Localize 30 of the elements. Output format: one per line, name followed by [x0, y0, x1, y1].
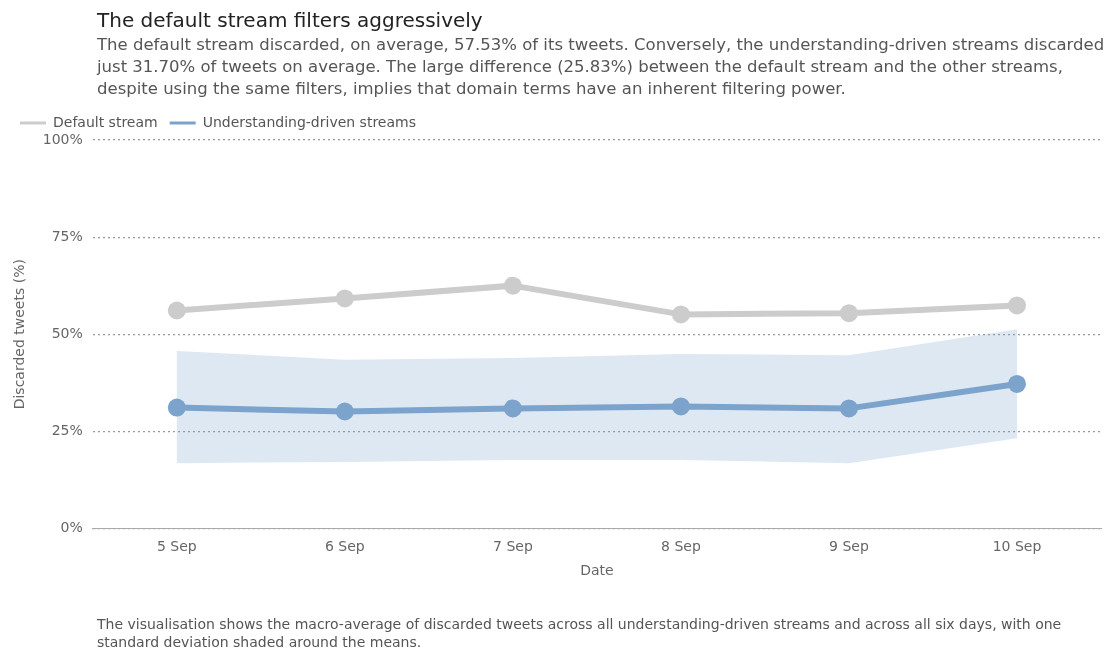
chart-title: The default stream filters aggressively: [97, 8, 483, 32]
legend-label: Understanding-driven streams: [202, 113, 416, 130]
x-tick-label: 9 Sep: [829, 538, 869, 555]
x-tick-label: 8 Sep: [661, 538, 701, 555]
point: [839, 399, 858, 418]
x-tick-label: 7 Sep: [493, 538, 533, 555]
x-tick-label: 10 Sep: [992, 538, 1042, 555]
y-axis-title: Discarded tweets (%): [11, 259, 28, 410]
point: [503, 276, 522, 295]
point: [503, 399, 522, 418]
point: [335, 402, 354, 421]
x-axis-title: Date: [580, 562, 614, 579]
chart-subtitle: The default stream discarded, on average, 57.53% of its tweets. Conversely, the understanding-driven streams discarded just 31.70% of tweets on average. The large difference (25.83%) between the default stream and the other streams, despite using the same filters, implies that domain terms have an inherent filtering power.: [97, 34, 1106, 100]
y-tick-label: 75%: [51, 227, 83, 244]
point: [167, 301, 186, 320]
point: [1007, 296, 1026, 315]
y-tick-label: 50%: [51, 324, 83, 341]
text: The visualisation shows the macro-average of discarded tweets across all understanding-driven streams and across all six days, with one standard deviation shaded around the means.: [97, 615, 1063, 650]
point: [1007, 374, 1026, 393]
point: [671, 305, 690, 324]
legend-label: Default stream: [53, 113, 158, 130]
point: [335, 289, 354, 308]
point: [671, 397, 690, 416]
point: [167, 398, 186, 417]
y-tick-label: 0%: [60, 519, 83, 536]
y-tick-label: 25%: [51, 421, 83, 438]
y-tick-label: 100%: [42, 130, 83, 147]
point: [839, 304, 858, 323]
x-tick-label: 6 Sep: [324, 538, 365, 555]
x-tick-label: 5 Sep: [156, 538, 197, 555]
